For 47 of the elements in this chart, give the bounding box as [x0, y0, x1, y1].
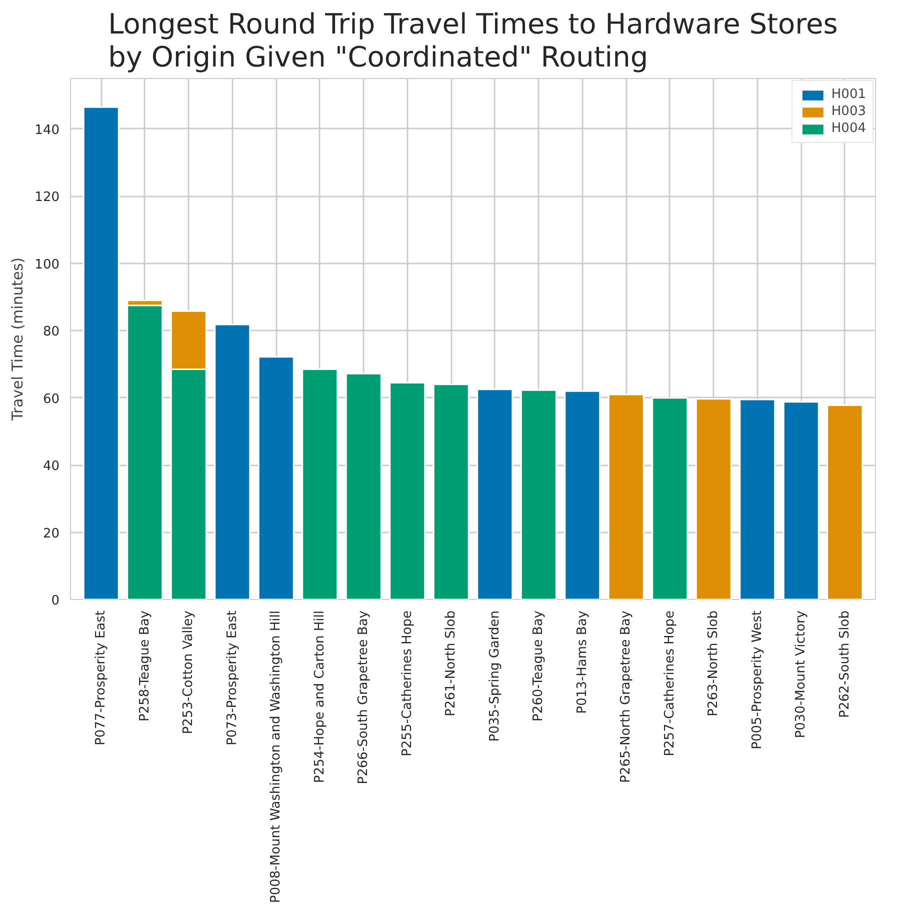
x-tick-label: P260-Teague Bay	[531, 610, 546, 722]
x-tick-label: P013-Hams Bay	[574, 610, 590, 714]
bar	[476, 388, 514, 600]
bar	[389, 382, 426, 600]
legend-label: H004	[831, 121, 866, 136]
y-tick-label: 100	[34, 257, 60, 272]
x-tick-label: P254-Hope and Carton Hill	[312, 610, 328, 783]
bar	[739, 398, 776, 600]
x-tick-label: P077-Prosperity East	[94, 610, 109, 746]
bar	[302, 368, 338, 600]
bar	[564, 390, 601, 600]
x-tick-label: P263-North Slob	[706, 610, 722, 716]
x-tick-label: P257-Catherines Hope	[662, 610, 678, 756]
x-tick-label: P005-Prosperity West	[750, 610, 765, 750]
x-tick-label: P008-Mount Washington and Washington Hill	[268, 610, 284, 903]
x-tick-label: P266-South Grapetree Bay	[356, 610, 372, 784]
bar	[608, 394, 644, 600]
bar	[826, 404, 864, 600]
bar	[82, 106, 120, 600]
bar	[258, 356, 294, 600]
y-tick-label: 40	[42, 459, 60, 474]
legend-label: H001	[831, 87, 866, 102]
y-tick-label: 80	[42, 324, 60, 340]
x-tick-label: P265-North Grapetree Bay	[618, 610, 634, 783]
bar	[782, 401, 820, 600]
x-tick-label: P253-Cotton Valley	[181, 610, 196, 734]
x-tick-label: P030-Mount Victory	[794, 610, 809, 738]
chart-title: Longest Round Trip Travel Times to Hardware Stores by Origin Given "Coordinated" Routing	[108, 8, 838, 74]
y-axis-title: Travel Time (minutes)	[8, 257, 27, 422]
bar	[214, 324, 251, 600]
bar	[652, 397, 688, 600]
bar	[520, 389, 557, 600]
x-tick-label: P035-Spring Garden	[487, 610, 502, 742]
x-tick-label: P262-South Slob	[837, 610, 852, 718]
y-tick-label: 120	[34, 190, 60, 206]
y-tick-label: 0	[51, 594, 60, 608]
x-tick-label: P261-North Slob	[444, 610, 459, 716]
x-tick-label: P073-Prosperity East	[224, 610, 240, 746]
y-tick-label: 140	[34, 122, 60, 138]
bar	[345, 372, 382, 600]
bar	[432, 384, 470, 600]
bar	[695, 398, 732, 600]
legend-label: H003	[831, 104, 866, 119]
y-tick-label: 20	[42, 526, 60, 542]
x-tick-label: P258-Teague Bay	[137, 610, 152, 722]
y-tick-label: 60	[42, 392, 60, 407]
x-tick-label: P255-Catherines Hope	[400, 610, 415, 756]
